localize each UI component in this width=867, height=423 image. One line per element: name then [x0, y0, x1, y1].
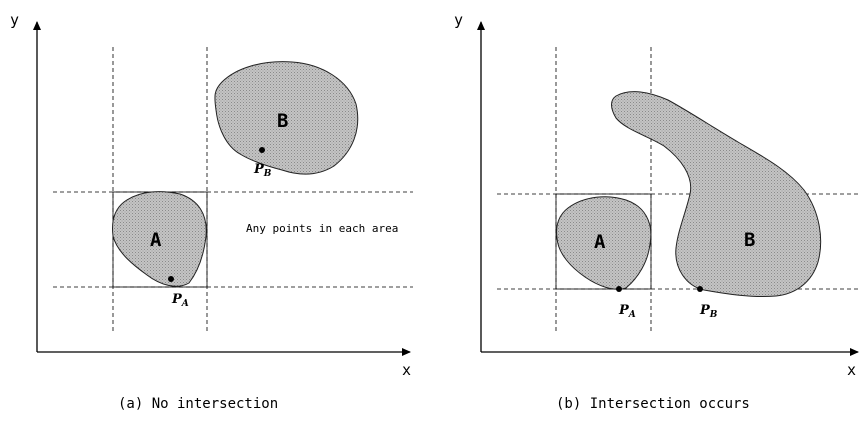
- region-b-shape: [214, 61, 359, 175]
- point-a-marker-b: [616, 286, 622, 292]
- point-a-marker: [168, 276, 174, 282]
- panel-a: y x A PA B PB Any points in each area (a…: [10, 11, 413, 412]
- bounding-box-a-b: [555, 193, 652, 290]
- region-b-label-b: B: [744, 229, 755, 251]
- caption-a: (a) No intersection: [118, 396, 278, 412]
- region-b-shape-b: [611, 91, 822, 298]
- caption-b: (b) Intersection occurs: [556, 396, 750, 412]
- x-axis-label-b: x: [847, 361, 856, 379]
- region-a-label-b: A: [594, 231, 606, 253]
- point-b-label: PB: [253, 162, 272, 179]
- point-b-marker: [259, 147, 265, 153]
- y-axis-label-b: y: [454, 11, 463, 29]
- y-axis-label-a: y: [10, 11, 19, 29]
- region-a-label: A: [150, 229, 162, 251]
- point-b-label-b: PB: [699, 303, 718, 320]
- region-a-shape-b: [556, 196, 652, 290]
- region-a-shape: [112, 191, 207, 287]
- panel-b: y x A PA B PB (b) Intersection occurs: [454, 11, 859, 412]
- point-a-label: PA: [171, 292, 189, 309]
- region-b-label: B: [277, 110, 288, 132]
- points-note: Any points in each area: [246, 222, 398, 235]
- x-axis-label-a: x: [402, 361, 411, 379]
- point-b-marker-b: [697, 286, 703, 292]
- point-a-label-b: PA: [618, 303, 636, 320]
